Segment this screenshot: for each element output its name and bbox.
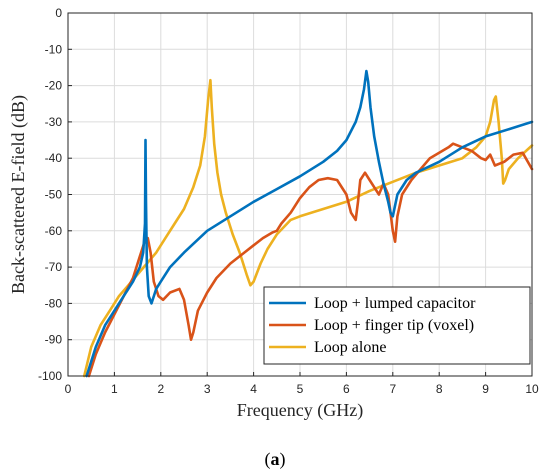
y-tick-label: -40 bbox=[45, 151, 63, 165]
y-tick-label: -10 bbox=[45, 42, 63, 56]
y-tick-label: 0 bbox=[55, 6, 62, 20]
x-tick-label: 0 bbox=[65, 382, 72, 396]
series-line-0 bbox=[85, 69, 534, 378]
x-tick-label: 1 bbox=[111, 382, 118, 396]
legend-entry: Loop + finger tip (voxel) bbox=[314, 317, 474, 334]
x-axis-label: Frequency (GHz) bbox=[237, 400, 363, 421]
caption-open-paren: ( bbox=[265, 449, 271, 470]
x-tick-label: 5 bbox=[297, 382, 304, 396]
x-tick-label: 3 bbox=[204, 382, 211, 396]
x-tick-label: 2 bbox=[157, 382, 164, 396]
figure-caption: (a) bbox=[265, 449, 286, 470]
legend: Loop + lumped capacitor Loop + finger tip… bbox=[263, 286, 531, 365]
caption-letter: a bbox=[271, 449, 280, 469]
y-tick-label: -60 bbox=[45, 224, 63, 238]
series-line-2 bbox=[82, 78, 534, 378]
caption-close-paren: ) bbox=[280, 449, 286, 470]
legend-entry: Loop alone bbox=[314, 339, 386, 356]
x-tick-label: 4 bbox=[250, 382, 257, 396]
y-tick-label: -30 bbox=[45, 115, 63, 129]
series-line-1 bbox=[87, 142, 534, 378]
x-tick-label: 6 bbox=[343, 382, 350, 396]
series-layer bbox=[82, 69, 534, 378]
legend-box bbox=[263, 286, 531, 365]
tick-layer: 0 1 2 3 4 5 6 7 8 9 10 0 -10 -20 -30 -40 -50 -60 -70 -80 -90… bbox=[38, 6, 539, 396]
legend-entry: Loop + lumped capacitor bbox=[314, 295, 476, 312]
x-tick-label: 9 bbox=[482, 382, 489, 396]
x-tick-label: 7 bbox=[389, 382, 396, 396]
y-tick-label: -50 bbox=[45, 188, 63, 202]
x-tick-label: 10 bbox=[525, 382, 539, 396]
y-tick-label: -100 bbox=[38, 369, 62, 383]
x-tick-label: 8 bbox=[436, 382, 443, 396]
y-axis-label: Back-scattered E-field (dB) bbox=[8, 95, 29, 294]
y-tick-label: -20 bbox=[45, 79, 63, 93]
y-tick-label: -90 bbox=[45, 333, 63, 347]
y-tick-label: -70 bbox=[45, 260, 63, 274]
y-tick-label: -80 bbox=[45, 296, 63, 310]
